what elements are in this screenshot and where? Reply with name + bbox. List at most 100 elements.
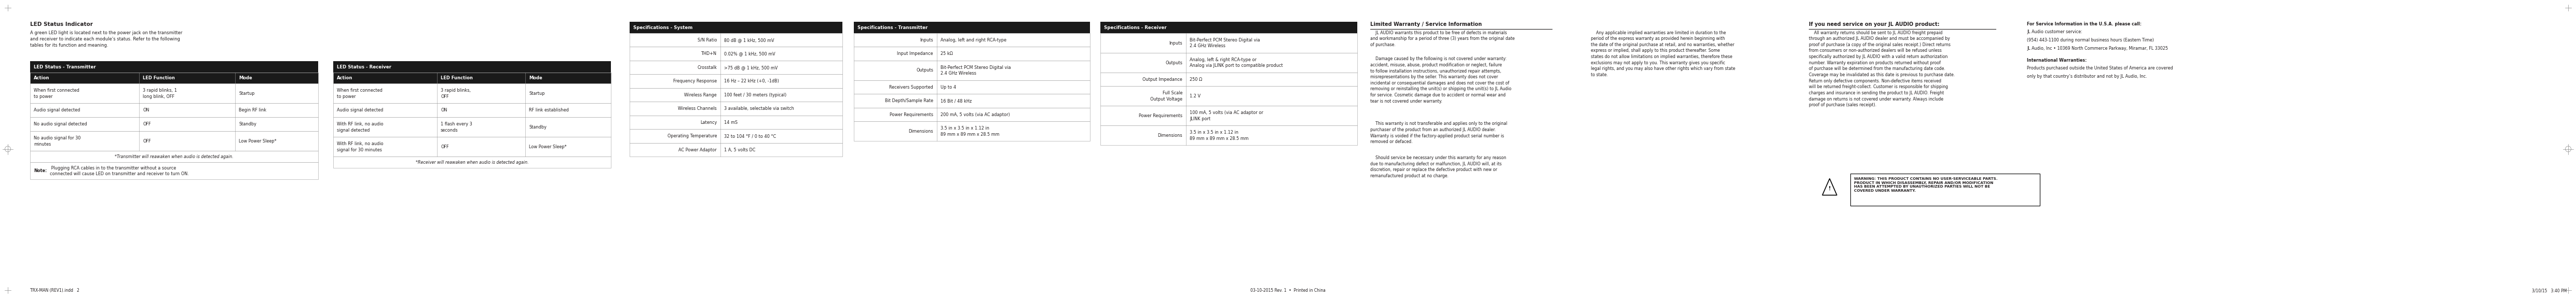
Text: This warranty is not transferable and applies only to the original
purchaser of : This warranty is not transferable and ap…: [1370, 122, 1507, 144]
Text: Receivers Supported: Receivers Supported: [889, 85, 933, 89]
Text: LED Function: LED Function: [142, 76, 175, 80]
Bar: [332, 72, 611, 84]
Text: Output Impedance: Output Impedance: [1144, 77, 1182, 82]
Bar: [1850, 174, 2040, 206]
Bar: [31, 72, 319, 84]
Bar: [332, 117, 611, 137]
Text: 3.5 in x 3.5 in x 1.12 in
89 mm x 89 mm x 28.5 mm: 3.5 in x 3.5 in x 1.12 in 89 mm x 89 mm …: [1190, 130, 1249, 141]
Text: Begin RF link: Begin RF link: [240, 108, 265, 113]
Text: Action: Action: [33, 76, 49, 80]
Bar: [31, 117, 319, 131]
Bar: [1100, 86, 1358, 106]
Text: Power Requirements: Power Requirements: [1139, 114, 1182, 118]
Bar: [629, 22, 842, 33]
Text: Outputs: Outputs: [1164, 60, 1182, 65]
Bar: [332, 157, 611, 168]
Bar: [853, 108, 1090, 122]
Bar: [853, 47, 1090, 60]
Text: (954) 443-1100 during normal business hours (Eastern Time): (954) 443-1100 during normal business ho…: [2027, 38, 2154, 43]
Text: Dimensions: Dimensions: [909, 129, 933, 134]
Text: Mode: Mode: [528, 76, 544, 80]
Bar: [853, 33, 1090, 47]
Text: OFF: OFF: [440, 145, 448, 149]
Text: Wireless Range: Wireless Range: [685, 93, 716, 97]
Bar: [853, 94, 1090, 108]
Bar: [629, 75, 842, 88]
Bar: [629, 47, 842, 60]
Text: TRX-MAN (REV1).indd   2: TRX-MAN (REV1).indd 2: [31, 288, 80, 293]
Text: JL AUDIO warrants this product to be free of defects in materials
and workmanshi: JL AUDIO warrants this product to be fre…: [1370, 30, 1515, 47]
Text: Low Power Sleep*: Low Power Sleep*: [528, 145, 567, 149]
Text: JL Audio, Inc • 10369 North Commerce Parkway, Miramar, FL 33025: JL Audio, Inc • 10369 North Commerce Par…: [2027, 46, 2169, 51]
Text: Limited Warranty / Service Information: Limited Warranty / Service Information: [1370, 22, 1481, 27]
Text: Up to 4: Up to 4: [940, 85, 956, 89]
Text: Inputs: Inputs: [920, 38, 933, 42]
Text: LED Status - Receiver: LED Status - Receiver: [337, 65, 392, 69]
Text: Audio signal detected: Audio signal detected: [33, 108, 80, 113]
Text: 16 Hz – 22 kHz (+0, -1dB): 16 Hz – 22 kHz (+0, -1dB): [724, 79, 778, 83]
Text: 3.5 in x 3.5 in x 1.12 in
89 mm x 89 mm x 28.5 mm: 3.5 in x 3.5 in x 1.12 in 89 mm x 89 mm …: [940, 126, 999, 136]
Text: 16 Bit / 48 kHz: 16 Bit / 48 kHz: [940, 99, 971, 103]
Text: Crosstalk: Crosstalk: [698, 65, 716, 70]
Bar: [629, 102, 842, 116]
Text: LED Status - Transmitter: LED Status - Transmitter: [33, 65, 95, 69]
Text: 1 flash every 3
seconds: 1 flash every 3 seconds: [440, 122, 471, 132]
Bar: [1100, 33, 1358, 53]
Text: Analog, left & right RCA-type or
Analog via JLINK port to compatible product: Analog, left & right RCA-type or Analog …: [1190, 58, 1283, 68]
Text: Startup: Startup: [528, 91, 544, 96]
Bar: [853, 122, 1090, 141]
Text: RF link established: RF link established: [528, 108, 569, 113]
Text: Operating Temperature: Operating Temperature: [667, 134, 716, 139]
Text: 100 feet / 30 meters (typical): 100 feet / 30 meters (typical): [724, 93, 786, 97]
Text: When first connected
to power: When first connected to power: [33, 88, 80, 99]
Text: Plugging RCA cables in to the transmitter without a source
connected will cause : Plugging RCA cables in to the transmitte…: [49, 166, 188, 176]
Text: All warranty returns should be sent to JL AUDIO freight prepaid
through an autho: All warranty returns should be sent to J…: [1808, 30, 1955, 108]
Text: With RF link, no audio
signal detected: With RF link, no audio signal detected: [337, 122, 384, 132]
Text: LED Status Indicator: LED Status Indicator: [31, 22, 93, 27]
Bar: [629, 60, 842, 75]
Text: If you need service on your JL AUDIO product:: If you need service on your JL AUDIO pro…: [1808, 22, 1940, 27]
Text: 100 mA, 5 volts (via AC adaptor or
JLINK port: 100 mA, 5 volts (via AC adaptor or JLINK…: [1190, 111, 1262, 121]
Text: Specifications - Receiver: Specifications - Receiver: [1105, 25, 1167, 30]
Text: Note:: Note:: [33, 169, 46, 173]
Text: Low Power Sleep*: Low Power Sleep*: [240, 139, 276, 144]
Text: International Warranties:: International Warranties:: [2027, 58, 2087, 63]
Text: Dimensions: Dimensions: [1157, 133, 1182, 138]
Text: Specifications - System: Specifications - System: [634, 25, 693, 30]
Bar: [31, 162, 319, 180]
Text: 32 to 104 °F / 0 to 40 °C: 32 to 104 °F / 0 to 40 °C: [724, 134, 775, 139]
Text: 3 available, selectable via switch: 3 available, selectable via switch: [724, 106, 793, 111]
Text: OFF: OFF: [142, 122, 152, 127]
Bar: [332, 137, 611, 157]
Text: S/N Ratio: S/N Ratio: [698, 38, 716, 42]
Text: *Receiver will reawaken when audio is detected again.: *Receiver will reawaken when audio is de…: [415, 160, 528, 165]
Text: Wireless Channels: Wireless Channels: [677, 106, 716, 111]
Text: When first connected
to power: When first connected to power: [337, 88, 381, 99]
Bar: [629, 88, 842, 102]
Text: Analog, left and right RCA-type: Analog, left and right RCA-type: [940, 38, 1007, 42]
Bar: [1100, 126, 1358, 145]
Text: With RF link, no audio
signal for 30 minutes: With RF link, no audio signal for 30 min…: [337, 142, 384, 152]
Text: ON: ON: [440, 108, 448, 113]
Bar: [853, 80, 1090, 94]
Text: 1.2 V: 1.2 V: [1190, 94, 1200, 98]
Text: 14 mS: 14 mS: [724, 120, 737, 125]
Bar: [31, 151, 319, 162]
Bar: [1100, 72, 1358, 86]
Text: Mode: Mode: [240, 76, 252, 80]
Text: 200 mA, 5 volts (via AC adaptor): 200 mA, 5 volts (via AC adaptor): [940, 112, 1010, 117]
Text: *Transmitter will reawaken when audio is detected again.: *Transmitter will reawaken when audio is…: [116, 154, 234, 159]
Bar: [1100, 53, 1358, 72]
Text: 250 Ω: 250 Ω: [1190, 77, 1203, 82]
Text: Audio signal detected: Audio signal detected: [337, 108, 384, 113]
Text: Standby: Standby: [528, 125, 546, 130]
Bar: [629, 143, 842, 157]
Text: Bit-Perfect PCM Stereo Digital via
2.4 GHz Wireless: Bit-Perfect PCM Stereo Digital via 2.4 G…: [940, 65, 1010, 76]
Text: A green LED light is located next to the power jack on the transmitter
and recei: A green LED light is located next to the…: [31, 30, 183, 48]
Text: 1 A, 5 volts DC: 1 A, 5 volts DC: [724, 148, 755, 152]
Text: THD+N: THD+N: [701, 52, 716, 56]
Text: 25 kΩ: 25 kΩ: [940, 52, 953, 56]
Text: AC Power Adaptor: AC Power Adaptor: [677, 148, 716, 152]
Text: >75 dB @ 1 kHz, 500 mV: >75 dB @ 1 kHz, 500 mV: [724, 65, 778, 70]
Text: LED Function: LED Function: [440, 76, 474, 80]
